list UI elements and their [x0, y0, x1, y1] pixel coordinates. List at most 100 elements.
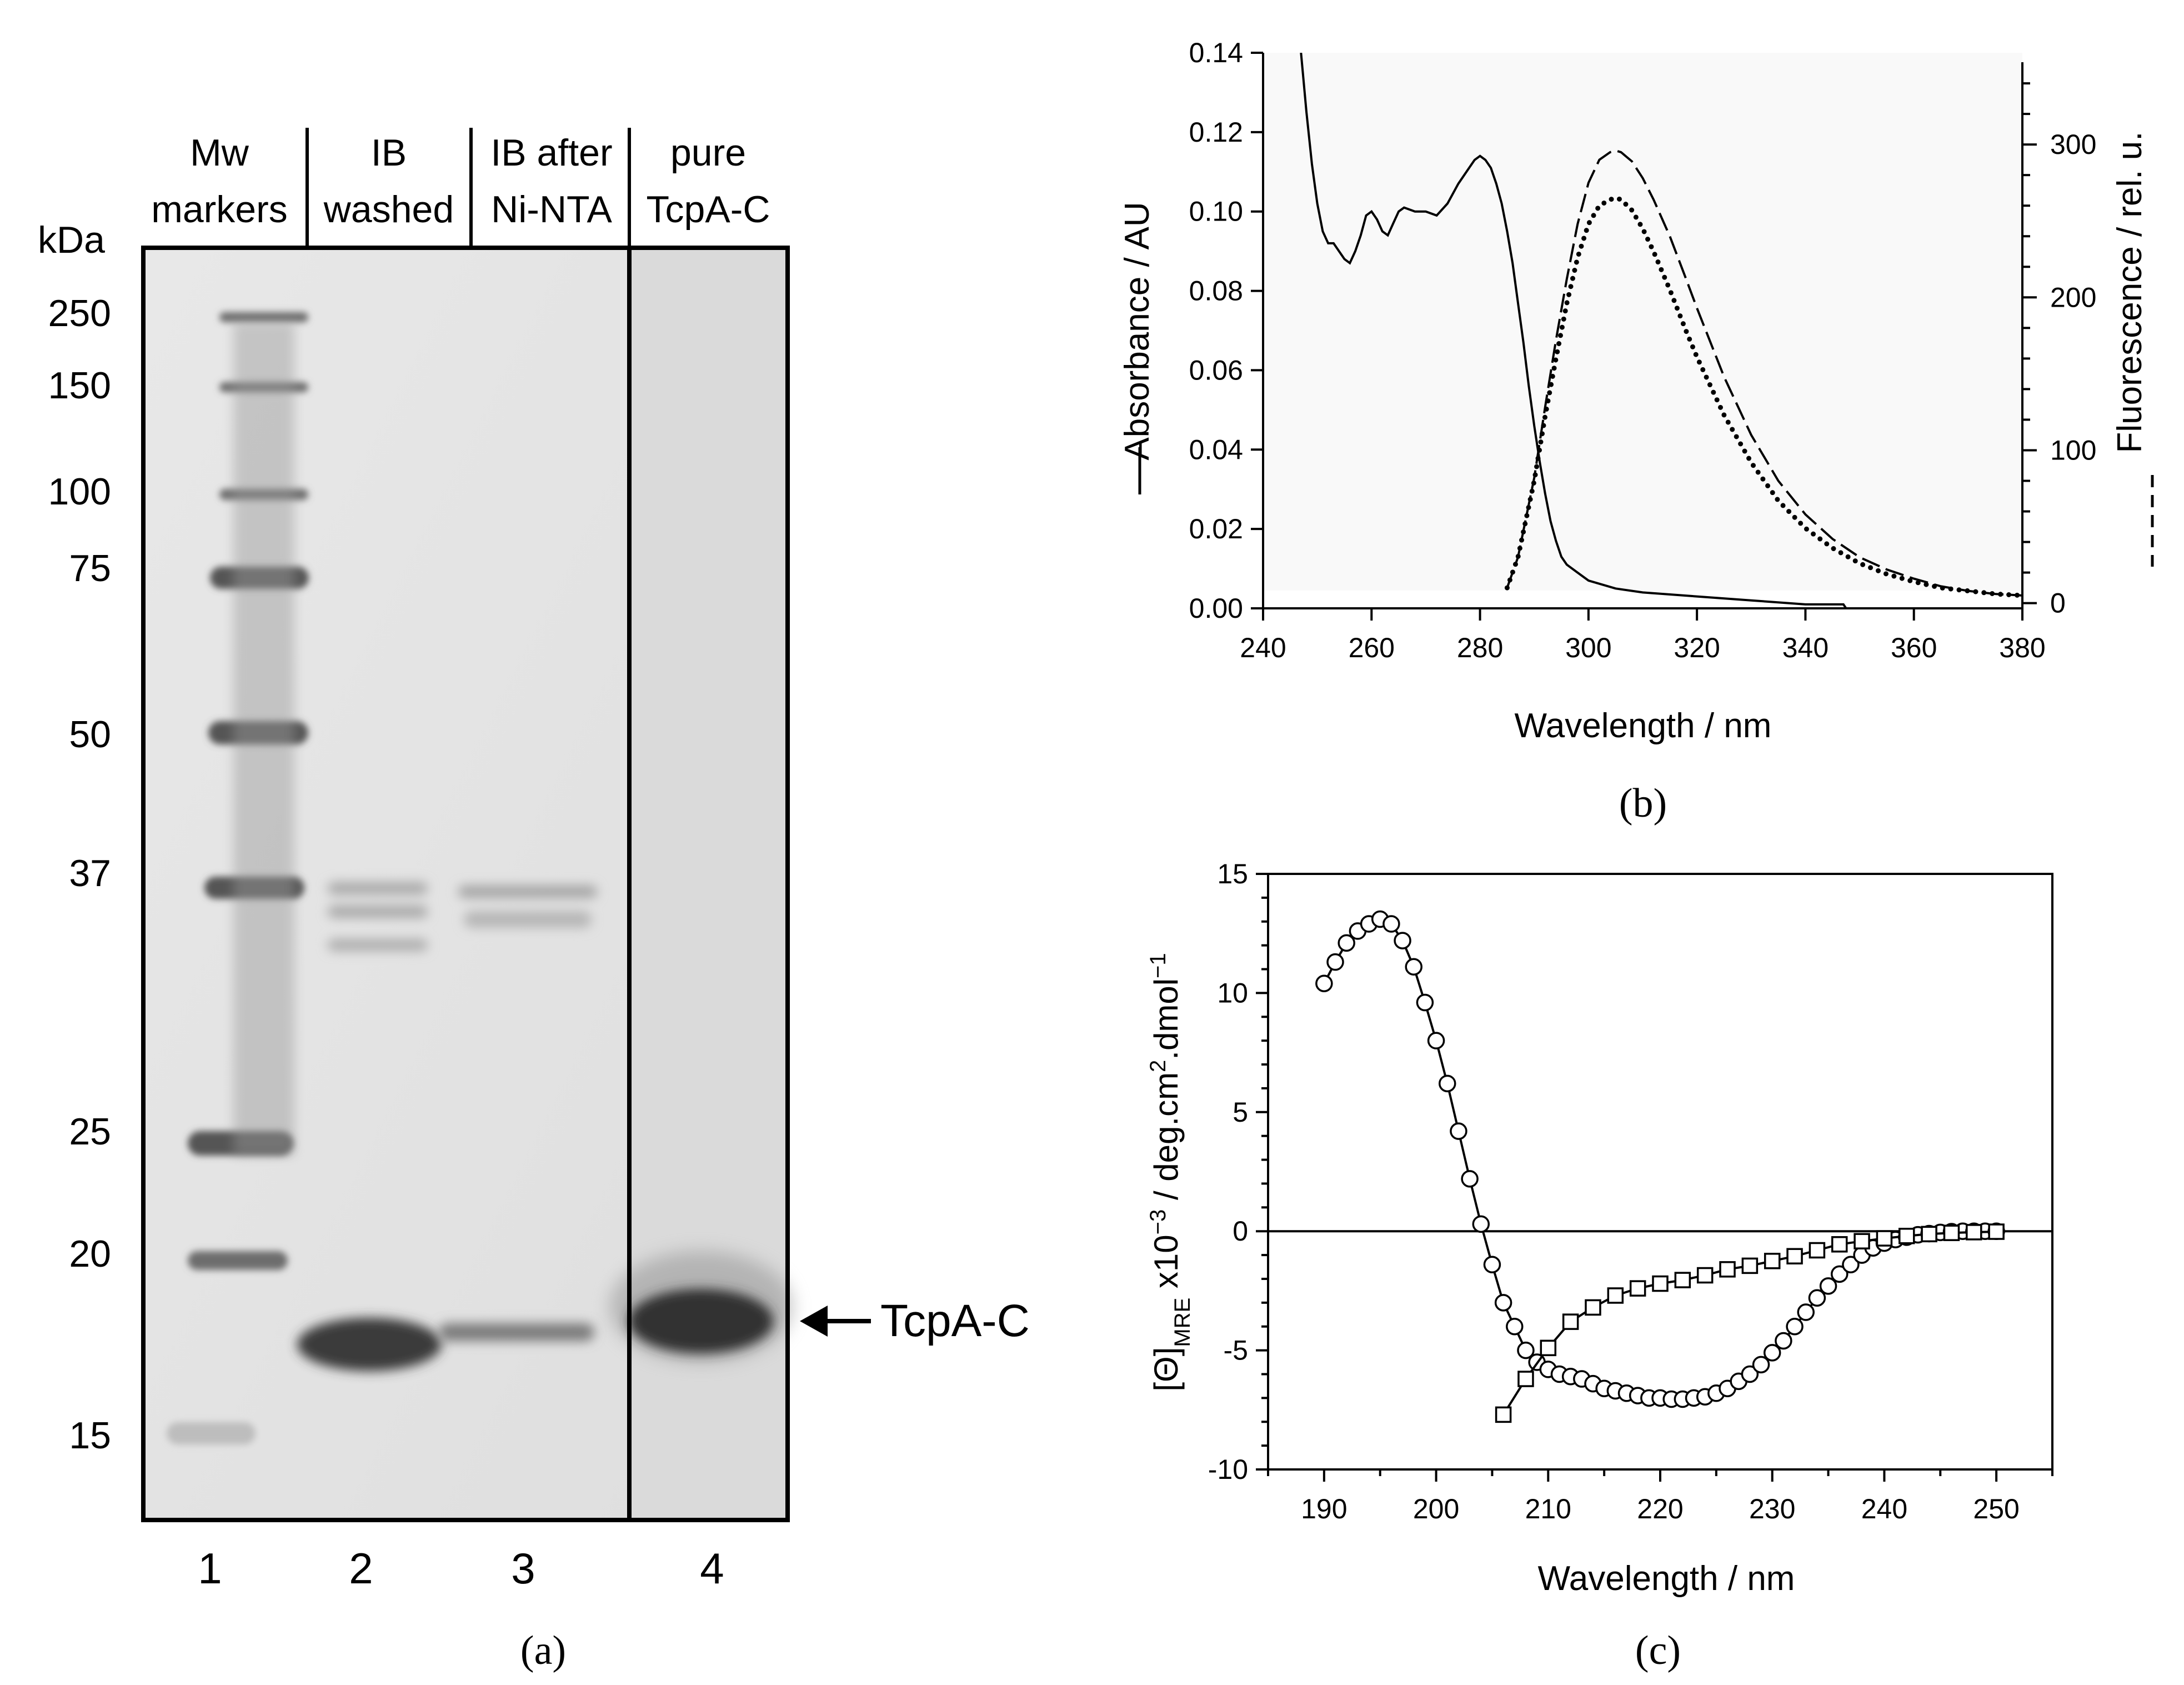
- chart-c-point-square: [1988, 1223, 2005, 1240]
- chart-b-y-tick-label: 0.06: [1189, 354, 1243, 386]
- chart-c-point-circle: [1461, 1170, 1479, 1188]
- marker-label-20: 20: [69, 1233, 111, 1275]
- chart-b-plot-area: [1263, 53, 2022, 591]
- chart-b-y-ticks: 0.00 0.02 0.04 0.06 0.08 0.10 0.12 0.14: [1189, 37, 1263, 624]
- chart-c-point-square: [1876, 1230, 1893, 1247]
- chart-c-x-tick-label: 230: [1749, 1493, 1795, 1524]
- chart-c-point-circle: [1741, 1365, 1759, 1383]
- chart-c-point-circle: [1483, 1256, 1501, 1273]
- chart-c-point-circle: [1842, 1256, 1860, 1273]
- chart-c-point-circle: [1326, 953, 1344, 971]
- chart-c-point-square: [1831, 1236, 1848, 1253]
- lane-2-band-33: [328, 939, 428, 951]
- lane-3-band-37: [458, 886, 597, 898]
- arrow-label: TcpA-C: [880, 1296, 1030, 1346]
- chart-c-point-square: [1585, 1299, 1601, 1316]
- chart-c-point-circle: [1752, 1356, 1770, 1374]
- lane-4-header-line2: TcpA-C: [647, 188, 770, 231]
- chart-c-x-ticks: 190 200 210 220 230 240 250: [1267, 1469, 2053, 1524]
- lane-number-4: 4: [700, 1544, 724, 1593]
- chart-b-y2-tick-label: 300: [2050, 129, 2096, 160]
- chart-c-point-square: [1674, 1272, 1691, 1288]
- chart-b-y2-tick-label: 200: [2050, 282, 2096, 313]
- chart-c-point-square: [1921, 1226, 1937, 1243]
- gel-frame: [141, 246, 790, 1522]
- marker-weight-labels: 250 150 100 75 50 37 25 20 15: [48, 292, 111, 1457]
- marker-band-15: [167, 1422, 256, 1444]
- chart-c-ylabel-dmol: .dmol: [1148, 978, 1185, 1060]
- chart-c-ylabel-sup-2: 2: [1146, 1060, 1170, 1072]
- chart-b-y-tick-label: 0.10: [1189, 196, 1243, 227]
- lane-2-header-line1: IB: [371, 132, 407, 174]
- marker-label-75: 75: [69, 547, 111, 589]
- chart-c-point-circle: [1382, 915, 1400, 933]
- chart-c-point-square: [1741, 1257, 1759, 1274]
- gel-panel: Mw markers IB washed IB after Ni-NTA pur…: [38, 128, 1030, 1673]
- chart-b-y2-ticks: 0 100 200 300: [2022, 82, 2096, 619]
- chart-c-point-circle: [1775, 1332, 1792, 1350]
- chart-c-xlabel: Wavelength / nm: [1538, 1559, 1795, 1598]
- lane-2-header-line2: washed: [323, 188, 454, 231]
- chart-c-y-tick-label: 15: [1217, 858, 1248, 889]
- chart-c-point-circle: [1338, 934, 1355, 952]
- chart-c-point-square: [1629, 1280, 1646, 1297]
- lane-3-band-main: [439, 1323, 594, 1341]
- lane-2-band-37: [328, 882, 428, 894]
- chart-b-x-tick-label: 280: [1457, 632, 1503, 663]
- chart-c-y-tick-label: 0: [1233, 1216, 1248, 1247]
- chart-b-y-tick-label: 0.08: [1189, 276, 1243, 307]
- lane-headers: Mw markers IB washed IB after Ni-NTA pur…: [151, 132, 770, 231]
- chart-c-x-tick-label: 200: [1413, 1493, 1459, 1524]
- chart-c-x-tick-label: 220: [1637, 1493, 1683, 1524]
- chart-b-ylabel2: Fluorescence / rel. u.: [2111, 132, 2149, 453]
- chart-b-series-solid: [1300, 53, 1848, 608]
- chart-c-point-circle: [1830, 1265, 1849, 1283]
- chart-c-point-circle: [1394, 932, 1411, 949]
- marker-smear: [233, 322, 294, 1156]
- chart-c-y-ticks: -10 -5 0 5 10 15: [1208, 858, 1268, 1485]
- caption-a: (a): [520, 1628, 566, 1673]
- lane-3-header-line2: Ni-NTA: [491, 188, 612, 231]
- chart-c-point-circle: [1438, 1074, 1456, 1093]
- lane-3-header-line1: IB after: [490, 132, 612, 174]
- chart-b-y-tick-label: 0.00: [1189, 593, 1243, 624]
- marker-band-250: [219, 312, 308, 322]
- chart-b-series: [1300, 53, 2022, 608]
- chart-b: 240 260 280 300 320 340 360 380 0.000.020.040.0…: [1118, 37, 2154, 826]
- chart-b-x-tick-label: 300: [1565, 632, 1611, 663]
- lane-2-bands: [297, 882, 442, 1371]
- chart-c-series: [1315, 910, 2005, 1423]
- marker-label-37: 37: [69, 852, 111, 894]
- marker-label-150: 150: [48, 364, 111, 407]
- chart-b-x-tick-label: 240: [1240, 632, 1286, 663]
- chart-c-point-square: [1607, 1287, 1624, 1304]
- chart-c-point-square: [1495, 1406, 1512, 1423]
- lane-1-header-line2: markers: [151, 188, 288, 231]
- chart-c-x-tick-label: 190: [1301, 1493, 1347, 1524]
- lane-2-band-main: [297, 1318, 442, 1371]
- chart-c-point-square: [1517, 1371, 1534, 1387]
- chart-b-series-dotted: [1504, 195, 2022, 598]
- marker-label-15: 15: [69, 1414, 111, 1457]
- chart-c-point-circle: [1808, 1289, 1826, 1307]
- chart-b-x-tick-label: 340: [1782, 632, 1829, 663]
- lane-4-band-main: [629, 1289, 773, 1353]
- chart-b-y2-tick-label: 0: [2050, 588, 2066, 619]
- marker-label-100: 100: [48, 471, 111, 513]
- chart-c-ylabel-units: / deg.cm: [1148, 1072, 1185, 1209]
- lane-4-bands: [609, 1251, 793, 1362]
- chart-c-ylabel: [Θ]MRE x10−3 / deg.cm2.dmol−1: [1146, 953, 1195, 1391]
- lane-1-header-line1: Mw: [190, 132, 249, 174]
- lane-number-1: 1: [198, 1544, 222, 1593]
- chart-c-point-circle: [1427, 1032, 1445, 1049]
- chart-c: 190 200 210 220 230 240 250 -10 -5 0 5 10 15 Wavele…: [1146, 858, 2053, 1673]
- chart-c-point-square: [1943, 1224, 1960, 1241]
- chart-c-point-square: [1652, 1275, 1669, 1292]
- chart-c-line-circles: [1323, 918, 1997, 1401]
- chart-c-x-tick-label: 240: [1861, 1493, 1907, 1524]
- chart-c-y-tick-label: 10: [1217, 977, 1248, 1008]
- chart-b-xlabel: Wavelength / nm: [1515, 707, 1772, 745]
- chart-b-x-tick-label: 360: [1891, 632, 1937, 663]
- chart-c-point-square: [1764, 1253, 1781, 1269]
- chart-b-y-tick-label: 0.12: [1189, 117, 1243, 148]
